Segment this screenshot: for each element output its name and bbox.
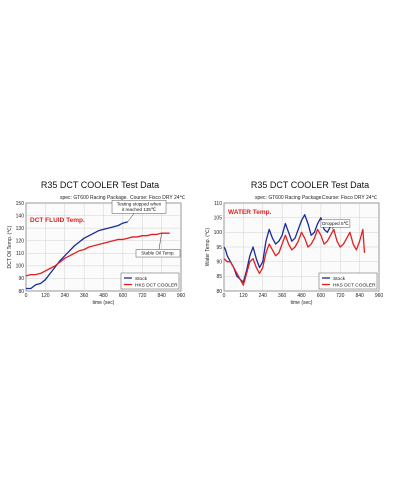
y-tick-label: 150 — [16, 201, 25, 207]
y-tick-label: 85 — [216, 274, 222, 280]
legend-label: HKS DCT COOLER — [333, 282, 376, 288]
x-tick-label: 960 — [375, 293, 384, 299]
y-tick-label: 105 — [214, 215, 223, 221]
y-tick-label: 90 — [216, 259, 222, 265]
x-axis-label: time (sec) — [93, 300, 115, 306]
y-tick-label: 100 — [214, 230, 223, 236]
x-tick-label: 0 — [223, 293, 226, 299]
x-tick-label: 360 — [80, 293, 89, 299]
x-tick-label: 600 — [119, 293, 128, 299]
annotation-box — [135, 249, 181, 258]
x-tick-label: 240 — [259, 293, 268, 299]
y-axis-label: Water Temp. (℃) — [205, 227, 211, 266]
chart-title: R35 DCT COOLER Test Data — [251, 180, 369, 190]
x-tick-label: 240 — [61, 293, 70, 299]
series-line-hks-dct-cooler — [223, 228, 366, 286]
chart-subtitle-course: Course: Fisco DRY 24℃ — [130, 195, 186, 201]
legend-box — [120, 272, 180, 290]
series-line-hks-dct-cooler — [25, 232, 170, 277]
y-tick-label: 95 — [216, 245, 222, 251]
annotation-box — [111, 200, 167, 214]
annotation-text: it reached 135℃ — [122, 207, 157, 212]
annotation-text: Testing stopped when — [117, 201, 162, 206]
chart-subtitle-spec: spec: GT600 Racing Package. — [60, 195, 128, 201]
x-tick-label: 840 — [355, 293, 364, 299]
legend-box — [318, 272, 378, 290]
annotation-text: Dropped 5℃ — [322, 221, 349, 226]
x-tick-label: 360 — [278, 293, 287, 299]
legend-label: Stock — [135, 276, 148, 282]
x-tick-label: 120 — [41, 293, 50, 299]
panel-label: DCT FLUID Temp. — [30, 217, 85, 224]
x-tick-label: 120 — [239, 293, 248, 299]
y-axis-label: DCT Oil Temp. (℃) — [7, 225, 13, 268]
panel-label: WATER Temp. — [228, 209, 272, 216]
legend-label: Stock — [333, 276, 346, 282]
x-tick-label: 960 — [177, 293, 186, 299]
x-tick-label: 720 — [336, 293, 345, 299]
series-line-stock — [26, 221, 128, 290]
chart-title: R35 DCT COOLER Test Data — [41, 180, 159, 190]
annotation-box — [320, 219, 351, 228]
x-tick-label: 480 — [99, 293, 108, 299]
x-tick-label: 480 — [297, 293, 306, 299]
legend-label: HKS DCT COOLER — [135, 282, 178, 288]
y-tick-label: 100 — [16, 264, 25, 270]
x-axis-label: time (sec) — [291, 300, 313, 306]
annotation-text: Stable Oil Temp. — [141, 251, 175, 256]
chart-subtitle-course: Course: Fisco DRY 24℃ — [322, 195, 378, 201]
y-tick-label: 140 — [16, 213, 25, 219]
x-tick-label: 720 — [138, 293, 147, 299]
chart-panel-2: R35 DCT COOLER Test Data spec: GT600 Raci… — [205, 180, 383, 306]
x-tick-label: 600 — [317, 293, 326, 299]
y-tick-label: 110 — [214, 201, 222, 207]
y-tick-label: 120 — [16, 239, 25, 245]
chart-subtitle-spec: spec: GT600 Racing Package. — [255, 195, 323, 201]
y-tick-label: 80 — [18, 289, 24, 295]
y-tick-label: 80 — [216, 289, 222, 295]
y-tick-label: 110 — [16, 251, 24, 257]
y-tick-label: 130 — [16, 226, 25, 232]
x-tick-label: 0 — [25, 293, 28, 299]
chart-panel-1: R35 DCT COOLER Test Data spec: GT600 Raci… — [7, 180, 186, 306]
x-tick-label: 840 — [157, 293, 166, 299]
y-tick-label: 90 — [18, 276, 24, 282]
